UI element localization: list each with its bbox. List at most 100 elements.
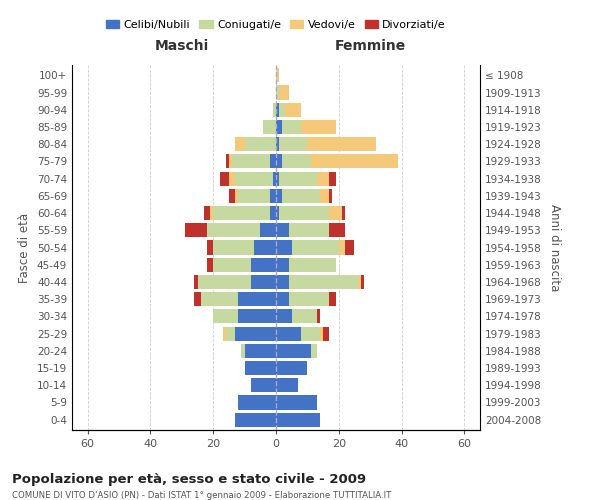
Y-axis label: Fasce di età: Fasce di età — [19, 212, 31, 282]
Bar — [260, 223, 276, 238]
Bar — [251, 275, 276, 289]
Bar — [320, 189, 329, 203]
Bar — [254, 240, 276, 254]
Bar — [197, 275, 251, 289]
Bar — [345, 240, 355, 254]
Bar — [270, 154, 276, 168]
Text: Femmine: Femmine — [335, 39, 406, 53]
Bar — [235, 172, 273, 185]
Bar — [251, 258, 276, 272]
Bar — [282, 189, 320, 203]
Bar — [276, 292, 289, 306]
Bar — [276, 240, 292, 254]
Bar — [276, 396, 317, 409]
Text: COMUNE DI VITO D'ASIO (PN) - Dati ISTAT 1° gennaio 2009 - Elaborazione TUTTITALI: COMUNE DI VITO D'ASIO (PN) - Dati ISTAT … — [12, 491, 391, 500]
Bar — [339, 240, 345, 254]
Bar — [289, 223, 329, 238]
Bar — [276, 310, 292, 324]
Bar — [276, 223, 289, 238]
Bar — [235, 326, 276, 340]
Bar — [229, 189, 235, 203]
Bar — [213, 206, 270, 220]
Bar — [311, 154, 398, 168]
Bar — [194, 292, 200, 306]
Bar — [245, 344, 276, 358]
Bar — [317, 310, 320, 324]
Bar — [276, 206, 279, 220]
Y-axis label: Anni di nascita: Anni di nascita — [548, 204, 561, 291]
Bar — [276, 412, 320, 426]
Bar — [279, 206, 329, 220]
Bar — [263, 120, 276, 134]
Bar — [238, 292, 276, 306]
Bar — [213, 310, 238, 324]
Bar — [235, 137, 245, 152]
Bar — [311, 344, 317, 358]
Bar — [273, 172, 276, 185]
Bar — [204, 206, 210, 220]
Bar — [241, 344, 245, 358]
Bar — [276, 344, 311, 358]
Bar — [220, 172, 229, 185]
Bar — [276, 102, 279, 117]
Bar — [323, 326, 329, 340]
Text: Popolazione per età, sesso e stato civile - 2009: Popolazione per età, sesso e stato civil… — [12, 472, 366, 486]
Bar — [317, 172, 329, 185]
Bar — [358, 275, 361, 289]
Bar — [270, 189, 276, 203]
Bar — [301, 326, 320, 340]
Bar — [238, 310, 276, 324]
Bar — [207, 240, 213, 254]
Bar — [235, 412, 276, 426]
Text: Maschi: Maschi — [155, 39, 209, 53]
Bar — [276, 154, 282, 168]
Bar — [251, 378, 276, 392]
Bar — [200, 292, 238, 306]
Bar — [276, 378, 298, 392]
Bar — [226, 154, 229, 168]
Bar — [361, 275, 364, 289]
Bar — [270, 206, 276, 220]
Bar — [329, 292, 335, 306]
Bar — [279, 172, 317, 185]
Bar — [273, 102, 276, 117]
Bar — [329, 172, 335, 185]
Bar — [276, 361, 307, 375]
Bar — [276, 172, 279, 185]
Bar — [245, 137, 276, 152]
Bar — [238, 189, 270, 203]
Bar — [276, 120, 282, 134]
Bar — [329, 223, 345, 238]
Bar — [289, 292, 329, 306]
Legend: Celibi/Nubili, Coniugati/e, Vedovi/e, Divorziati/e: Celibi/Nubili, Coniugati/e, Vedovi/e, Di… — [101, 16, 451, 34]
Bar — [320, 326, 323, 340]
Bar — [194, 275, 197, 289]
Bar — [289, 275, 358, 289]
Bar — [286, 102, 301, 117]
Bar — [307, 137, 376, 152]
Bar — [229, 172, 235, 185]
Bar — [282, 120, 301, 134]
Bar — [229, 154, 232, 168]
Bar — [207, 258, 213, 272]
Bar — [238, 396, 276, 409]
Bar — [185, 223, 207, 238]
Bar — [226, 326, 235, 340]
Bar — [279, 86, 289, 100]
Bar — [223, 326, 226, 340]
Bar — [289, 258, 335, 272]
Bar — [235, 189, 238, 203]
Bar — [282, 154, 311, 168]
Bar — [329, 206, 342, 220]
Bar — [245, 361, 276, 375]
Bar — [301, 120, 335, 134]
Bar — [213, 258, 251, 272]
Bar — [279, 137, 307, 152]
Bar — [276, 68, 279, 82]
Bar — [207, 223, 260, 238]
Bar — [213, 240, 254, 254]
Bar — [276, 258, 289, 272]
Bar — [210, 206, 213, 220]
Bar — [276, 275, 289, 289]
Bar — [232, 154, 270, 168]
